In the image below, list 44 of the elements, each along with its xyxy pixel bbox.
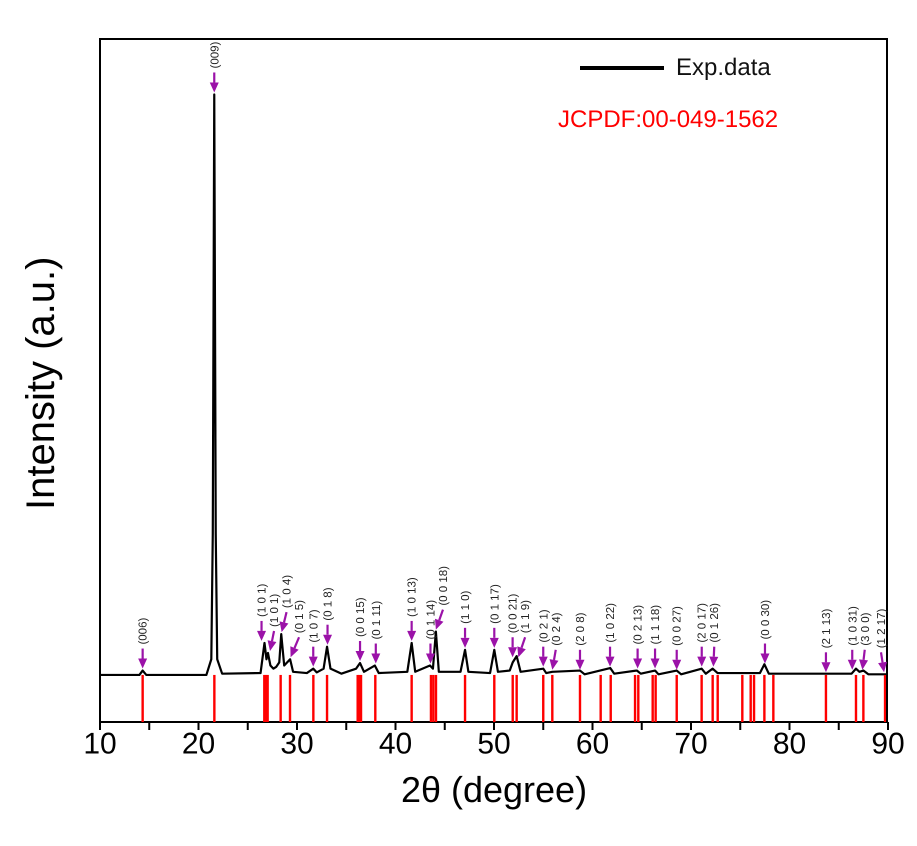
- x-tick-label: 90: [871, 727, 905, 760]
- annotation: (006): [138, 618, 150, 645]
- annotation: (1 0 31): [847, 606, 860, 646]
- annotation: (3 0 0): [860, 612, 872, 646]
- annotation: (1 0 7): [308, 609, 320, 643]
- annotation: (2 1 13): [820, 608, 833, 648]
- annotation: (2 0 17): [696, 602, 709, 643]
- text: JCPDF:00-049-1562: [558, 105, 780, 135]
- annotation: (1 1 0): [460, 590, 472, 624]
- annotation: (0 0 21): [508, 593, 520, 634]
- x-tick-label: 20: [182, 727, 216, 760]
- legend-label: Exp.data: [676, 54, 771, 82]
- annotation: (0 1 5): [294, 600, 306, 634]
- annotation: (0 1 17): [489, 584, 502, 624]
- annotation: (2 0 8): [575, 612, 588, 646]
- annotation: (1 0 4): [282, 574, 294, 608]
- x-tick-label: 10: [83, 727, 117, 760]
- x-tick-label: 40: [378, 727, 412, 760]
- annotation: (1 0 1): [256, 584, 269, 617]
- annotation: (1 2 17): [876, 608, 888, 648]
- annotation: (0 1 14): [425, 600, 438, 640]
- annotation: (0 1 26): [709, 602, 722, 643]
- annotation: (0 1 8): [322, 587, 335, 621]
- annotation: (0 2 1): [538, 609, 550, 643]
- annotation: (0 0 30): [760, 600, 772, 640]
- annotation: (0 0 15): [355, 597, 368, 638]
- x-tick-label: 50: [477, 727, 511, 760]
- annotation: (0 0 18): [438, 566, 450, 606]
- x-tick-label: 30: [280, 727, 314, 760]
- annotation: (1 0 22): [605, 602, 618, 643]
- x-axis-title: 2θ (degree): [400, 769, 588, 810]
- x-tick-label: 80: [772, 727, 806, 760]
- y-axis-title: Intensity (a.u.): [19, 256, 64, 510]
- annotation: (1 0 13): [406, 577, 419, 617]
- annotation: (009): [209, 41, 222, 68]
- annotation: (0 2 4): [550, 612, 563, 646]
- annotation: (0 1 11): [370, 600, 383, 640]
- annotation: (1 0 1): [269, 594, 282, 627]
- x-tick-label: 70: [674, 727, 708, 760]
- annotation: (0 2 13): [632, 604, 645, 645]
- annotation: (1 1 18): [650, 604, 662, 645]
- x-tick-label: 60: [576, 727, 610, 760]
- annotation: (0 0 27): [672, 606, 684, 646]
- annotation: (1 1 9): [520, 600, 532, 634]
